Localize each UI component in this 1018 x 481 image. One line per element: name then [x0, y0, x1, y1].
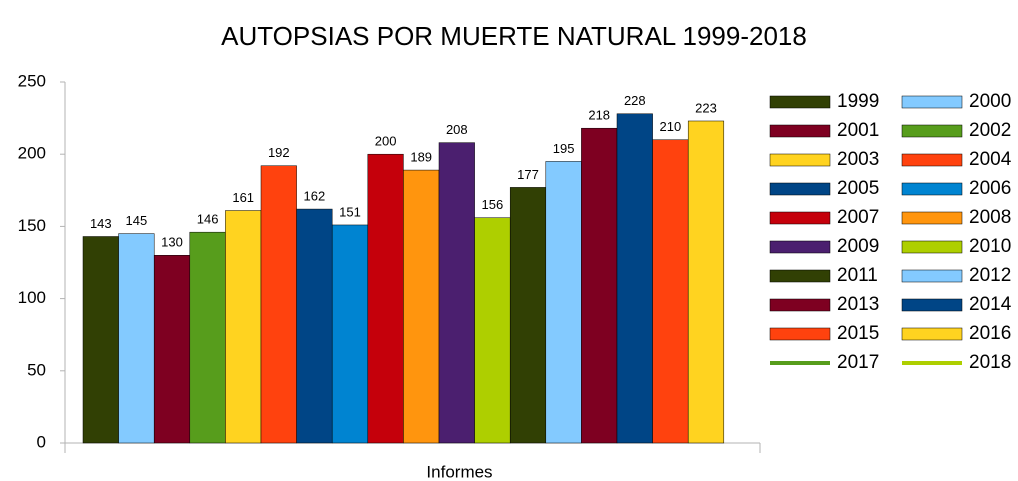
bar [474, 217, 511, 444]
data-label: 228 [624, 93, 646, 108]
legend-label: 2009 [837, 236, 879, 257]
data-label: 192 [268, 145, 290, 160]
legend-label: 2002 [969, 120, 1011, 141]
legend-label: 2016 [969, 323, 1011, 344]
y-tick-label: 50 [27, 360, 46, 379]
data-label: 143 [90, 216, 112, 231]
legend-swatch [901, 182, 963, 196]
legend-swatch [769, 95, 831, 109]
legend-label: 2005 [837, 178, 879, 199]
legend-label: 2001 [837, 120, 879, 141]
legend-swatch [902, 361, 962, 365]
y-tick-label: 150 [18, 216, 46, 235]
legend-swatch [769, 211, 831, 225]
legend-swatch [769, 240, 831, 254]
bar [367, 153, 404, 444]
data-label: 130 [161, 235, 183, 250]
data-label: 177 [517, 167, 539, 182]
bar [403, 169, 440, 444]
legend-swatch [901, 124, 963, 138]
data-label: 223 [695, 100, 717, 115]
bar [189, 231, 226, 444]
legend-label: 2014 [969, 294, 1012, 315]
data-label: 151 [339, 204, 361, 219]
legend-swatch [901, 240, 963, 254]
bar [296, 208, 333, 444]
bar [225, 210, 262, 444]
data-label: 162 [304, 189, 326, 204]
legend-label: 2000 [969, 91, 1011, 112]
legend-label: 2007 [837, 207, 879, 228]
data-label: 145 [126, 213, 148, 228]
legend-label: 2010 [969, 236, 1011, 257]
y-tick-label: 100 [18, 288, 46, 307]
bar [118, 233, 155, 444]
x-tick-label: Informes [426, 462, 492, 481]
data-label: 161 [232, 190, 254, 205]
bar [616, 113, 653, 444]
data-label: 146 [197, 212, 219, 227]
bar [687, 120, 725, 444]
data-label: 200 [375, 134, 397, 149]
y-tick-label: 200 [18, 144, 46, 163]
legend-swatch [901, 95, 963, 109]
legend-label: 1999 [837, 91, 879, 112]
legend-label: 2015 [837, 323, 879, 344]
legend-label: 2004 [969, 149, 1012, 170]
legend-label: 2006 [969, 178, 1011, 199]
bar [652, 139, 689, 444]
legend-swatch [769, 153, 831, 167]
chart-title: AUTOPSIAS POR MUERTE NATURAL 1999-2018 [221, 21, 807, 51]
legend-swatch [769, 269, 831, 283]
legend-swatch [901, 327, 963, 341]
bar [545, 161, 582, 444]
bar [331, 224, 369, 444]
legend-label: 2018 [969, 352, 1011, 373]
bar [82, 236, 119, 444]
legend-label: 2012 [969, 265, 1011, 286]
legend-label: 2017 [837, 352, 879, 373]
bar [260, 165, 297, 444]
legend-swatch [901, 211, 963, 225]
data-label: 189 [410, 150, 432, 165]
bar [153, 255, 191, 444]
data-label: 210 [660, 119, 682, 134]
legend-label: 2013 [837, 294, 879, 315]
legend-swatch [770, 361, 830, 365]
bar [581, 127, 618, 444]
data-label: 195 [553, 141, 575, 156]
legend-swatch [769, 124, 831, 138]
data-label: 208 [446, 122, 468, 137]
bar [438, 142, 475, 444]
data-label: 218 [588, 108, 610, 123]
legend-label: 2011 [837, 265, 878, 286]
data-label: 156 [482, 197, 504, 212]
legend-swatch [901, 153, 963, 167]
legend-swatch [769, 327, 831, 341]
legend-label: 2003 [837, 149, 879, 170]
legend-swatch [769, 298, 831, 312]
y-tick-label: 250 [18, 71, 46, 90]
legend-swatch [901, 269, 963, 283]
legend-label: 2008 [969, 207, 1011, 228]
bar [509, 187, 547, 444]
legend-swatch [769, 182, 831, 196]
y-tick-label: 0 [37, 432, 46, 451]
legend-swatch [901, 298, 963, 312]
